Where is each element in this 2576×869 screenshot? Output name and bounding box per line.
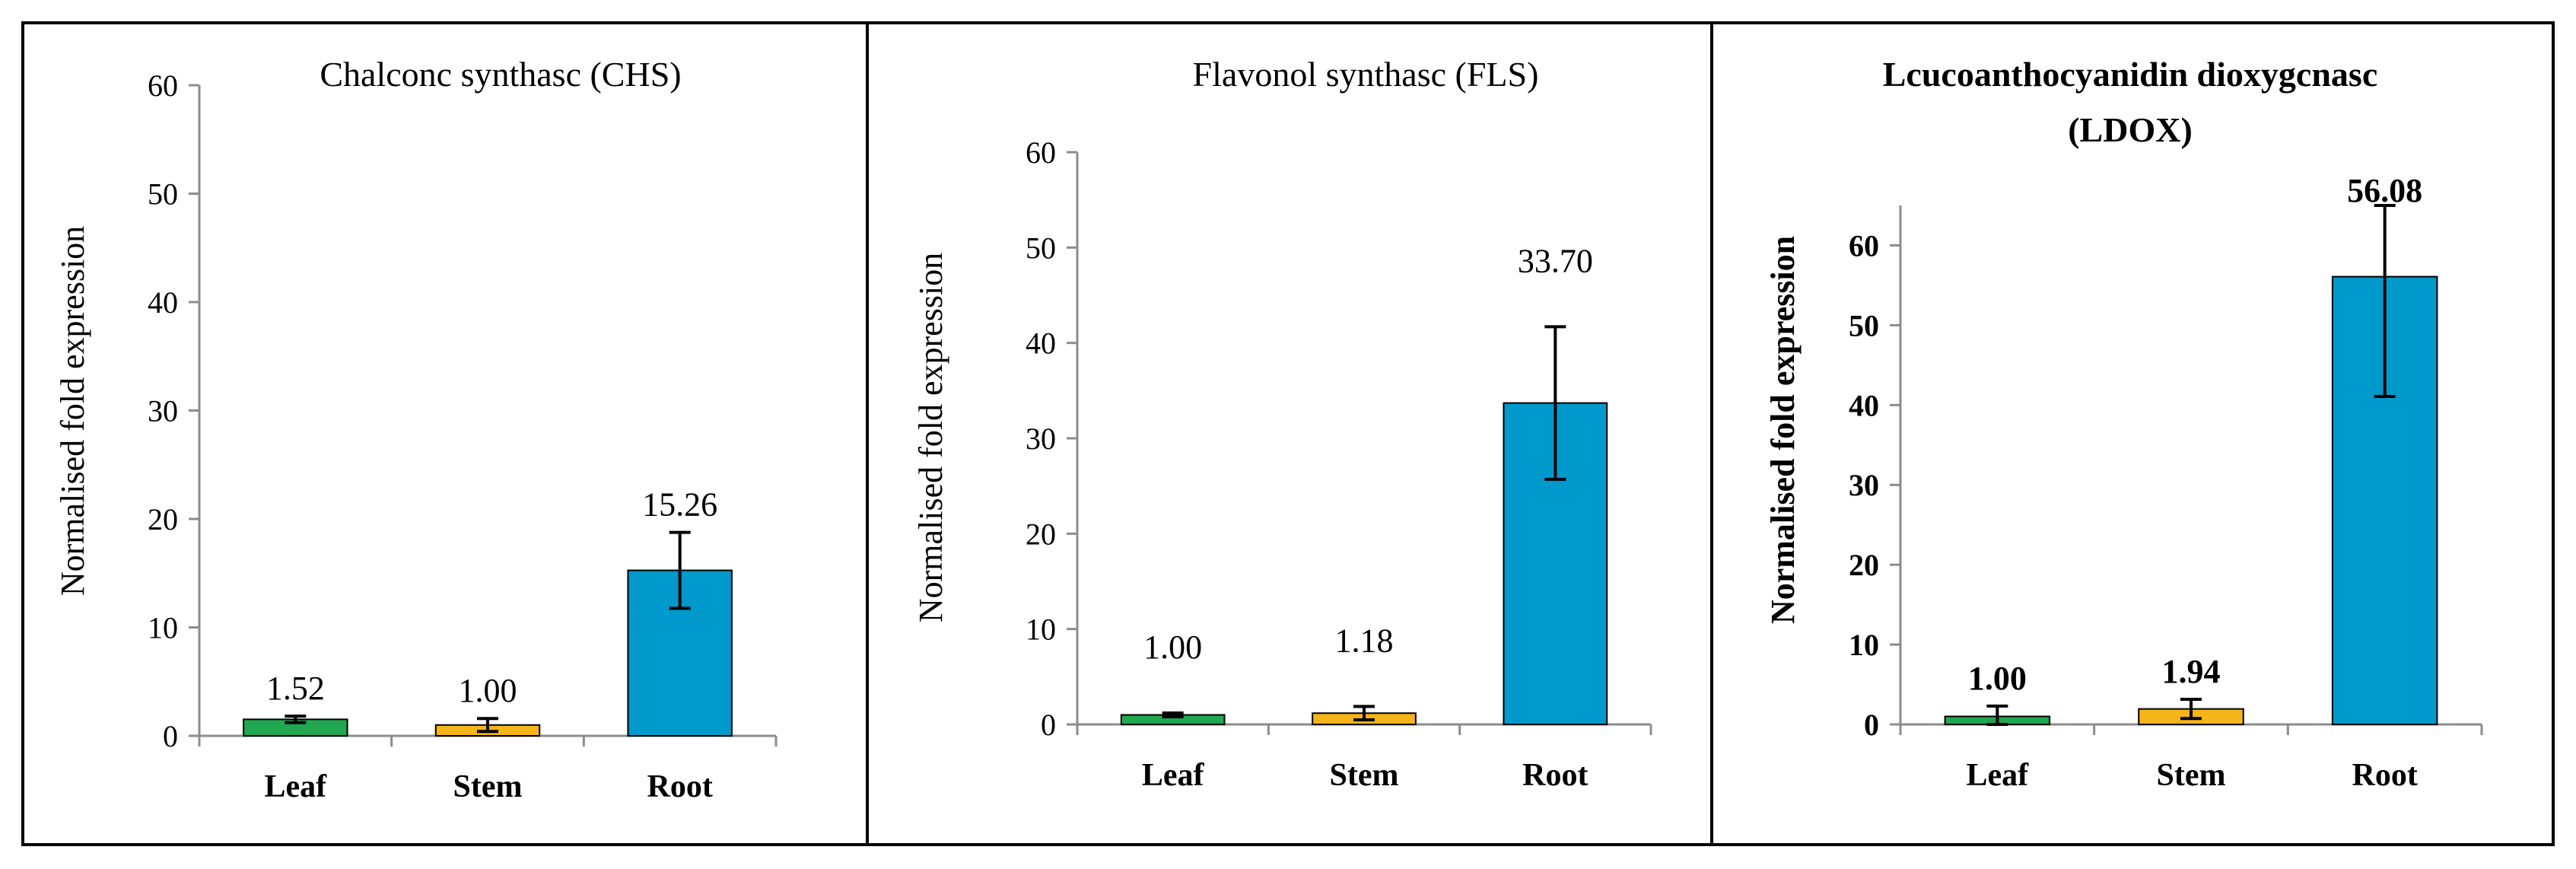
x-category-label: Stem (2157, 758, 2226, 793)
chart-panel-3: 0 10 20 30 40 50 60 1.00 Leaf 1.94 Stem 56.08 Root Lc… (1710, 21, 2555, 846)
y-tick-label: 30 (1026, 422, 1056, 456)
x-category-label: Root (647, 769, 713, 804)
x-category-label: Leaf (265, 769, 328, 804)
y-tick-label: 20 (1026, 517, 1056, 551)
y-tick-label: 60 (1849, 228, 1879, 263)
data-label: 56.08 (2347, 172, 2422, 209)
x-category-label: Leaf (1967, 758, 2030, 793)
y-tick-label: 20 (148, 502, 178, 536)
data-label: 33.70 (1518, 242, 1593, 279)
y-axis-label: Normalised fold expression (54, 226, 91, 596)
x-category-label: Stem (1330, 758, 1399, 793)
y-tick-label: 30 (148, 394, 178, 428)
data-label: 1.00 (1968, 660, 2027, 697)
y-axis-label: Normalised fold expression (912, 253, 949, 622)
x-category-label: Stem (453, 769, 523, 804)
data-label: 1.94 (2162, 653, 2221, 690)
chart-panel-1: 0 10 20 30 40 50 60 1.52 Leaf 1.00 Stem 15.26 Root Ch… (21, 21, 869, 846)
chart-title: (LDOX) (2068, 110, 2193, 149)
y-tick-label: 10 (1026, 613, 1056, 647)
x-category-label: Root (2352, 758, 2418, 793)
panel-border (1710, 21, 2555, 846)
y-tick-label: 30 (1849, 468, 1879, 502)
y-tick-label: 10 (148, 611, 178, 645)
chart-title: Lcucoanthocyanidin dioxygcnasc (1883, 55, 2378, 94)
y-tick-label: 50 (148, 177, 178, 212)
y-tick-label: 0 (163, 719, 178, 753)
x-category-label: Leaf (1142, 758, 1205, 793)
chart-panel-2: 0 10 20 30 40 50 60 1.00 Leaf 1.18 Stem 33.70 Root Fl… (866, 21, 1713, 846)
chart-title: Chalconc synthasc (CHS) (320, 55, 681, 94)
y-tick-label: 40 (148, 285, 178, 320)
data-label: 1.00 (459, 672, 517, 709)
y-tick-label: 0 (1041, 708, 1056, 742)
y-tick-label: 50 (1026, 231, 1056, 265)
y-tick-label: 60 (148, 68, 178, 103)
y-tick-label: 40 (1026, 326, 1056, 361)
y-axis-label: Normalised fold expression (1764, 236, 1802, 624)
y-tick-label: 50 (1849, 308, 1879, 342)
x-category-label: Root (1522, 758, 1588, 793)
y-tick-label: 40 (1849, 388, 1879, 422)
panel-border (21, 21, 869, 846)
y-tick-label: 10 (1849, 628, 1879, 662)
data-label: 1.52 (266, 670, 325, 707)
data-label: 1.18 (1335, 622, 1394, 659)
data-label: 15.26 (642, 486, 717, 524)
chart-title: Flavonol synthasc (FLS) (1193, 55, 1539, 94)
y-tick-label: 0 (1864, 708, 1879, 742)
y-tick-label: 20 (1849, 548, 1879, 582)
y-tick-label: 60 (1026, 135, 1056, 170)
data-label: 1.00 (1143, 629, 1202, 666)
